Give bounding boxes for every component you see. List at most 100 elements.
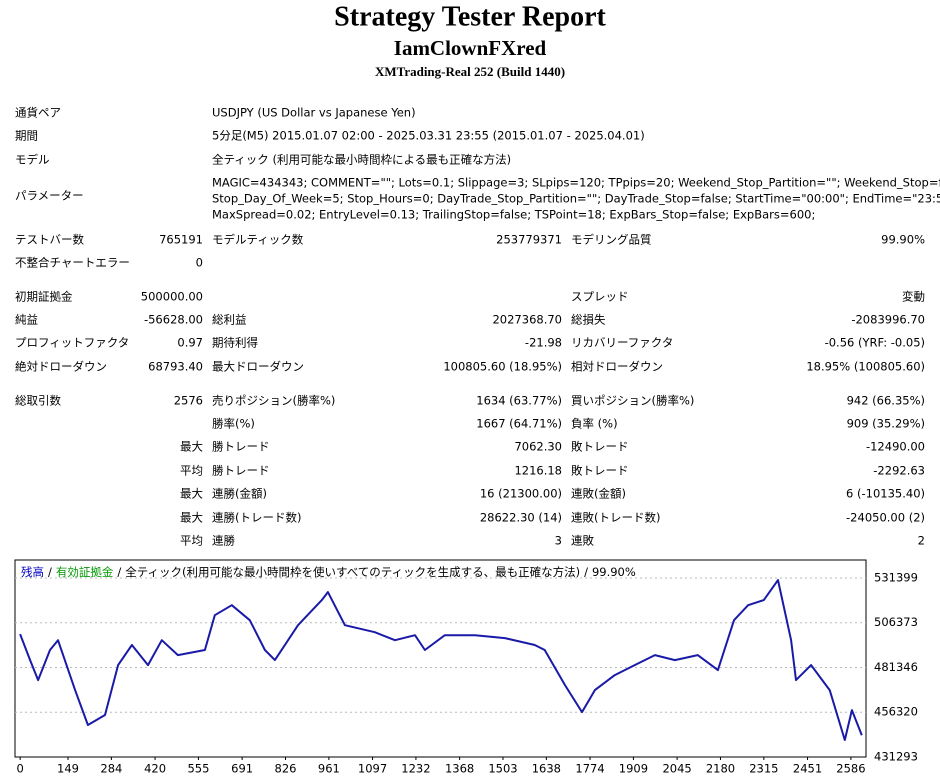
- cell-value: -2083996.70: [851, 313, 925, 327]
- cell-label: 勝率(%): [212, 417, 255, 431]
- cell-label: 総損失: [571, 313, 606, 327]
- cell-value: -56628.00: [144, 313, 203, 327]
- cell-label: 連勝: [212, 534, 235, 548]
- cell-value: 1216.18: [514, 464, 562, 478]
- cell-value: 3: [555, 534, 562, 548]
- row-value: USDJPY (US Dollar vs Japanese Yen): [212, 106, 416, 120]
- cell-value: 平均: [180, 534, 203, 548]
- cell-label: 連敗(金額): [571, 487, 626, 501]
- cell-value: 1667 (64.71%): [476, 417, 562, 431]
- legend-entry: 残高: [21, 565, 44, 579]
- cell-value: 765191: [159, 233, 203, 247]
- cell-value: -2292.63: [873, 464, 925, 478]
- cell-value: 28622.30 (14): [480, 511, 562, 525]
- cell-label: 連勝(金額): [212, 487, 267, 501]
- x-tick-label: 149: [57, 762, 79, 776]
- build-info: XMTrading-Real 252 (Build 1440): [375, 64, 565, 79]
- parameter-line: Stop_Day_Of_Week=5; Stop_Hours=0; DayTra…: [212, 192, 940, 206]
- cell-value: 0: [196, 256, 203, 270]
- chart-frame: [14, 559, 867, 758]
- cell-value: 2027368.70: [492, 313, 562, 327]
- cell-label: 連敗(トレード数): [571, 511, 660, 525]
- cell-label: スプレッド: [571, 290, 629, 304]
- parameter-line: MAGIC=434343; COMMENT=""; Lots=0.1; Slip…: [212, 176, 940, 190]
- x-tick-label: 2586: [836, 762, 865, 776]
- cell-value: 最大: [180, 487, 203, 501]
- cell-label: 買いポジション(勝率%): [571, 394, 694, 408]
- legend-entry: 有効証拠金: [56, 565, 114, 579]
- cell-value: 909 (35.29%): [847, 417, 925, 431]
- x-tick-label: 826: [275, 762, 297, 776]
- cell-value: 6 (-10135.40): [846, 487, 925, 501]
- cell-label: 敗トレード: [571, 464, 629, 478]
- chart-legend: 残高 / 有効証拠金 / 全ティック(利用可能な最小時間枠を使いすべてのティックを生成す…: [21, 565, 636, 579]
- x-tick-label: 1097: [358, 762, 387, 776]
- x-tick-label: 2045: [662, 762, 691, 776]
- cell-label: 連敗: [571, 534, 594, 548]
- cell-value: 500000.00: [141, 290, 203, 304]
- x-tick-label: 1503: [488, 762, 517, 776]
- cell-label: 連勝(トレード数): [212, 511, 301, 525]
- parameter-line: MaxSpread=0.02; EntryLevel=0.13; Trailin…: [212, 208, 815, 222]
- cell-value: 平均: [180, 464, 203, 478]
- x-tick-label: 2180: [706, 762, 735, 776]
- cell-value: -24050.00 (2): [846, 511, 925, 525]
- cell-label: 初期証拠金: [15, 290, 73, 304]
- cell-value: 16 (21300.00): [480, 487, 562, 501]
- cell-label: プロフィットファクタ: [15, 336, 129, 350]
- cell-value: 253779371: [496, 233, 562, 247]
- row-label: 期間: [15, 129, 38, 143]
- cell-label: 勝トレード: [212, 464, 270, 478]
- x-tick-label: 1232: [401, 762, 430, 776]
- balance-line: [19, 579, 863, 741]
- x-tick-label: 1909: [619, 762, 648, 776]
- cell-value: 1634 (63.77%): [476, 394, 562, 408]
- row-label: 通貨ペア: [15, 106, 61, 120]
- y-tick-label: 431293: [874, 750, 918, 764]
- cell-label: 純益: [15, 313, 38, 327]
- x-tick-label: 555: [187, 762, 209, 776]
- y-tick-label: 481346: [874, 660, 918, 674]
- x-tick-label: 0: [16, 762, 23, 776]
- cell-value: -0.56 (YRF: -0.05): [825, 336, 925, 350]
- cell-value: 7062.30: [514, 440, 562, 454]
- y-tick-label: 506373: [874, 615, 918, 629]
- cell-label: モデルティック数: [212, 233, 304, 247]
- x-tick-label: 1774: [575, 762, 604, 776]
- cell-label: 総取引数: [15, 394, 61, 408]
- cell-label: リカバリーファクタ: [571, 336, 673, 350]
- legend-entry: /: [48, 565, 52, 579]
- cell-label: 総利益: [212, 313, 247, 327]
- legend-entry: /: [584, 565, 588, 579]
- cell-label: モデリング品質: [571, 233, 652, 247]
- legend-entry: /: [117, 565, 121, 579]
- cell-label: 敗トレード: [571, 440, 629, 454]
- cell-label: テストバー数: [15, 233, 84, 247]
- cell-value: 2576: [174, 394, 203, 408]
- y-tick-label: 456320: [874, 705, 918, 719]
- row-label: パラメーター: [15, 189, 84, 203]
- legend-entry: 99.90%: [592, 565, 636, 579]
- cell-value: -21.98: [525, 336, 562, 350]
- cell-value: 2: [918, 534, 925, 548]
- cell-label: 絶対ドローダウン: [15, 360, 107, 374]
- cell-value: 0.97: [177, 336, 203, 350]
- report-title: Strategy Tester Report: [334, 1, 606, 32]
- legend-entry: 全ティック(利用可能な最小時間枠を使いすべてのティックを生成する、最も正確な方法…: [125, 565, 580, 579]
- cell-value: 99.90%: [881, 233, 925, 247]
- cell-value: 最大: [180, 511, 203, 525]
- x-tick-label: 1368: [445, 762, 474, 776]
- row-value: 5分足(M5) 2015.01.07 02:00 - 2025.03.31 23…: [212, 129, 645, 143]
- x-tick-label: 284: [100, 762, 122, 776]
- x-tick-label: 961: [318, 762, 340, 776]
- cell-value: 18.95% (100805.60): [806, 360, 925, 374]
- x-tick-label: 420: [144, 762, 166, 776]
- y-tick-label: 531399: [874, 570, 918, 584]
- cell-label: 負率 (%): [571, 417, 618, 431]
- cell-label: 最大ドローダウン: [212, 360, 304, 374]
- report-subtitle: IamClownFXred: [394, 36, 547, 60]
- x-tick-label: 2315: [749, 762, 778, 776]
- cell-value: 68793.40: [148, 360, 203, 374]
- cell-label: 不整合チャートエラー: [15, 256, 130, 270]
